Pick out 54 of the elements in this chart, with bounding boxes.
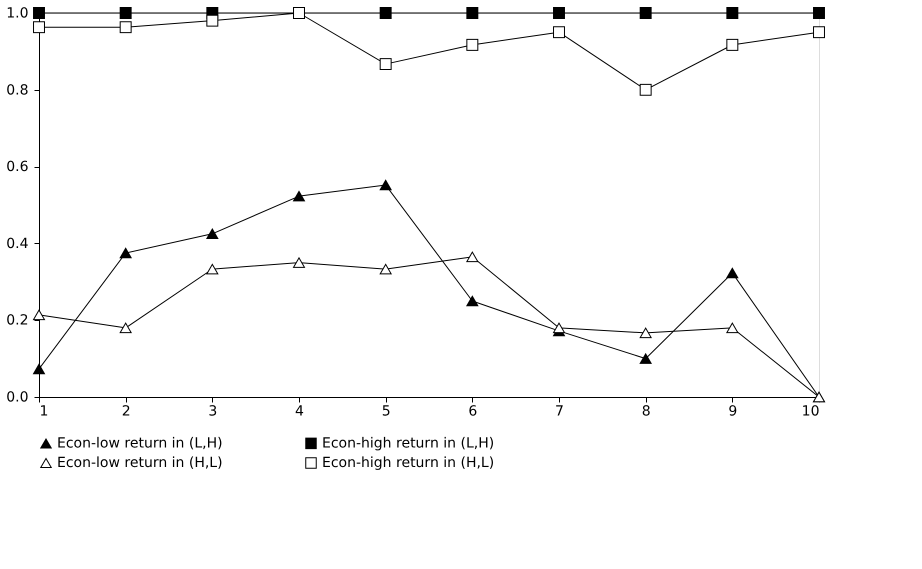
y-tick-label: 0.4 <box>6 236 29 252</box>
point <box>726 268 738 278</box>
point <box>380 180 392 190</box>
point <box>553 7 565 19</box>
point <box>813 26 825 38</box>
point <box>206 264 218 274</box>
point <box>466 7 478 19</box>
x-tick-label: 9 <box>728 404 738 420</box>
point <box>553 322 565 334</box>
y-tick-label: 1.0 <box>6 6 28 22</box>
y-tick-label: 0.2 <box>6 312 28 329</box>
point <box>293 257 305 268</box>
point <box>813 7 825 19</box>
point <box>206 14 218 27</box>
y-tick-label: 0.8 <box>6 82 28 98</box>
y-tick-label: 0.6 <box>6 159 29 176</box>
x-tick-label: 5 <box>382 404 391 420</box>
point <box>120 322 132 334</box>
x-tick-label: 2 <box>122 404 131 420</box>
x-tick-label: 1 <box>40 404 48 420</box>
point <box>466 252 478 262</box>
point <box>380 58 392 70</box>
x-tick-label: 7 <box>555 404 564 420</box>
x-tick-label: 4 <box>295 404 304 420</box>
legend-label: Econ-low return in (H,L) <box>57 455 223 471</box>
point <box>726 38 738 51</box>
x-tick-label: 6 <box>468 404 478 420</box>
point <box>380 264 392 274</box>
point <box>726 7 738 19</box>
point <box>380 7 392 19</box>
point <box>640 84 652 96</box>
legend-label: Econ-high return in (L,H) <box>322 435 494 452</box>
y-tick-label: 0.0 <box>6 390 28 406</box>
point <box>33 310 45 320</box>
legend-label: Econ-low return in (L,H) <box>57 436 223 452</box>
point <box>640 328 652 338</box>
x-tick-label: 8 <box>642 404 651 420</box>
point <box>640 353 652 364</box>
point <box>120 248 132 258</box>
point <box>120 21 132 34</box>
point <box>206 228 218 240</box>
point <box>33 364 45 374</box>
point <box>120 7 132 19</box>
point <box>726 322 738 334</box>
point <box>293 190 305 202</box>
point <box>466 296 478 306</box>
point <box>466 38 478 51</box>
point <box>640 7 652 19</box>
point <box>33 7 45 19</box>
x-tick-label: 3 <box>208 404 218 420</box>
point <box>33 21 45 34</box>
x-tick-label: 10 <box>802 404 820 420</box>
point <box>553 26 565 38</box>
legend-label: Econ-high return in (H,L) <box>322 455 494 471</box>
